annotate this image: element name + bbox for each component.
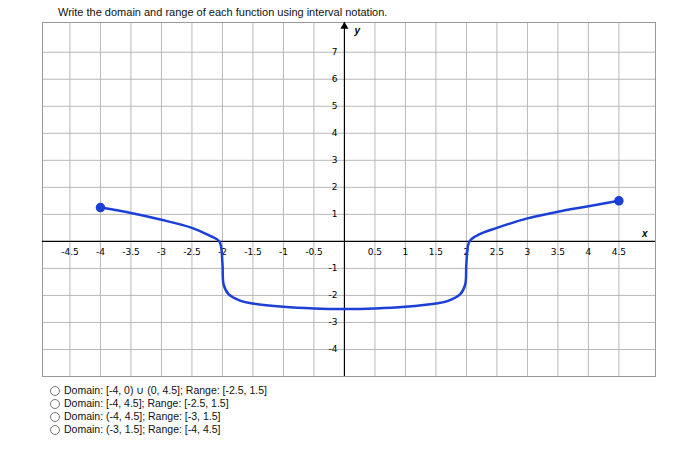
svg-text:1.5: 1.5	[429, 247, 443, 257]
svg-text:3: 3	[332, 155, 338, 165]
svg-text:3.5: 3.5	[551, 247, 565, 257]
html-text:Domain: [-4, 4.5]; Range: [-2.: Domain: [-4, 4.5]; Range: [-2.5, 1.5]	[64, 397, 229, 409]
svg-text:y: y	[353, 25, 360, 36]
svg-text:-3.5: -3.5	[122, 247, 140, 257]
svg-text:-0.5: -0.5	[305, 247, 323, 257]
svg-text:x: x	[641, 228, 648, 239]
svg-text:-1: -1	[328, 263, 337, 273]
svg-text:1: 1	[403, 247, 409, 257]
svg-text:-4.5: -4.5	[61, 247, 79, 257]
html-text:Write the domain and range of: Write the domain and range of each funct…	[58, 6, 388, 18]
svg-text:6: 6	[332, 74, 338, 84]
svg-text:-2: -2	[328, 290, 337, 300]
svg-text:-2.5: -2.5	[183, 247, 201, 257]
svg-text:4: 4	[586, 247, 592, 257]
html-text:Domain: (-4, 4.5]; Range: [-3,: Domain: (-4, 4.5]; Range: [-3, 1.5]	[64, 410, 221, 422]
svg-text:-4: -4	[328, 344, 337, 354]
html-text:Domain: [-4, 0) ∪ (0, 4.5]; Ra: Domain: [-4, 0) ∪ (0, 4.5]; Range: [-2.5…	[64, 384, 267, 396]
svg-text:4.5: 4.5	[612, 247, 626, 257]
svg-text:-3: -3	[328, 317, 337, 327]
svg-text:-1.5: -1.5	[244, 247, 262, 257]
svg-text:2: 2	[332, 182, 338, 192]
svg-text:-1: -1	[279, 247, 288, 257]
svg-text:7: 7	[332, 47, 338, 57]
html-text:Domain: (-3, 1.5]; Range: [-4,: Domain: (-3, 1.5]; Range: [-4, 4.5]	[64, 423, 221, 435]
svg-text:2.5: 2.5	[490, 247, 504, 257]
svg-text:4: 4	[332, 128, 338, 138]
svg-text:3: 3	[525, 247, 531, 257]
svg-text:1: 1	[332, 209, 338, 219]
svg-text:-4: -4	[96, 247, 105, 257]
svg-text:-2: -2	[217, 247, 227, 258]
svg-text:5: 5	[332, 101, 338, 111]
svg-text:-3: -3	[157, 247, 166, 257]
svg-text:0.5: 0.5	[368, 247, 382, 257]
